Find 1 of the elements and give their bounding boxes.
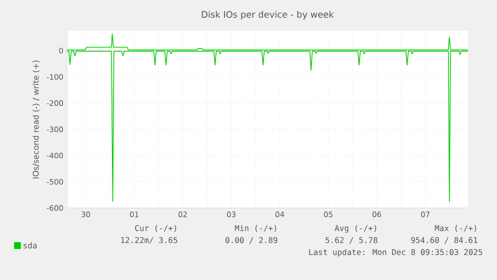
chart-title: Disk IOs per device - by week <box>202 10 334 20</box>
